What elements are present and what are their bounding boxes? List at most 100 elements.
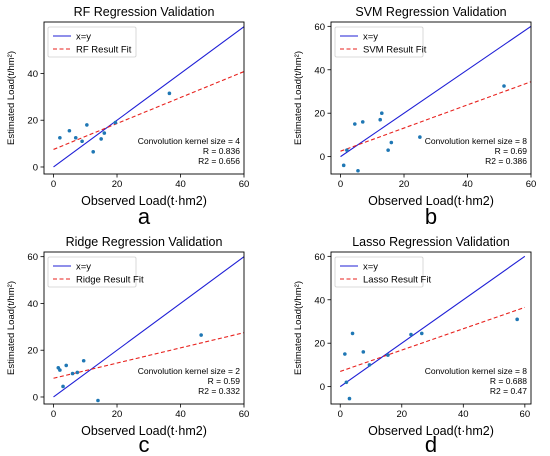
data-point-3: [347, 396, 352, 401]
data-point-1: [58, 135, 62, 140]
x-tick-label: 0: [338, 409, 343, 420]
y-tick-label: 0: [320, 152, 325, 163]
y-tick-label: 0: [33, 162, 38, 173]
data-point-7: [386, 353, 390, 357]
chart-title: Ridge Regression Validation: [66, 235, 223, 249]
y-tick-label: 40: [314, 65, 325, 76]
x-axis-label: Observed Load(t·hm2): [81, 194, 207, 208]
x-axis-label: Observed Load(t·hm2): [368, 424, 494, 438]
y-tick-label: 40: [27, 69, 38, 80]
data-point-10: [167, 91, 172, 96]
y-tick-label: 0: [33, 392, 38, 403]
panel-letter: c: [139, 432, 150, 456]
data-point-4: [64, 363, 69, 368]
x-axis-label: Observed Load(t·hm2): [81, 424, 207, 438]
annotation-line-1: Convolution kernel size = 8: [425, 136, 528, 146]
axes-frame: [43, 251, 245, 405]
y-tick-label: 20: [27, 116, 38, 127]
data-point-9: [113, 120, 118, 125]
chart-panel-b: SVM Regression Validation 0 20 40 60 0 20 40 60 O…: [293, 5, 536, 229]
x-tick-label: 20: [396, 409, 407, 420]
data-point-4: [80, 139, 84, 144]
y-axis-label: Estimated Load(t/hm²): [293, 281, 304, 375]
annotation-line-3: R2 = 0.332: [198, 386, 240, 396]
y-tick-label: 60: [314, 252, 325, 263]
annotation-line-2: R = 0.59: [208, 376, 241, 386]
data-point-9: [419, 331, 424, 336]
x-tick-label: 20: [112, 179, 123, 190]
data-point-3: [73, 135, 78, 140]
y-axis-label: Estimated Load(t/hm²): [6, 281, 17, 375]
panel-letter: b: [425, 204, 437, 229]
y-tick-label: 40: [27, 299, 38, 310]
annotation-line-1: Convolution kernel size = 4: [138, 136, 241, 146]
data-point-11: [502, 84, 506, 88]
data-point-5: [85, 123, 89, 127]
legend-identity-label: x=y: [76, 32, 91, 43]
y-tick-label: 20: [314, 339, 325, 350]
x-tick-label: 60: [520, 409, 531, 420]
data-point-9: [389, 140, 394, 145]
x-tick-label: 0: [51, 409, 56, 420]
annotation-line-3: R2 = 0.386: [485, 156, 527, 166]
annotation-line-2: R = 0.836: [203, 146, 240, 156]
data-point-2: [345, 148, 349, 152]
data-point-9: [199, 333, 203, 337]
x-tick-label: 40: [458, 409, 469, 420]
data-point-3: [353, 122, 357, 126]
y-tick-label: 0: [320, 382, 325, 393]
x-tick-label: 20: [112, 409, 123, 420]
chart-title: SVM Regression Validation: [355, 5, 506, 19]
x-tick-label: 40: [175, 409, 186, 420]
legend-fit-label: SVM Result Fit: [363, 45, 427, 56]
data-point-10: [515, 317, 519, 322]
data-point-5: [360, 120, 365, 124]
data-point-4: [350, 331, 355, 336]
data-point-8: [386, 148, 390, 152]
annotation-line-3: R2 = 0.47: [490, 386, 527, 396]
legend-identity-label: x=y: [363, 262, 378, 273]
panel-letter: d: [425, 432, 437, 456]
annotation-line-1: Convolution kernel size = 2: [138, 366, 241, 376]
fit-line: [340, 306, 526, 372]
identity-line: [53, 26, 244, 168]
legend-identity-label: x=y: [76, 262, 91, 273]
annotation-line-2: R = 0.69: [495, 146, 528, 156]
chart-panel-a: RF Regression Validation 0 20 40 60 0 20 40 Obse…: [6, 5, 249, 229]
data-point-6: [75, 370, 80, 375]
chart-panel-c: Ridge Regression Validation 0 20 40 60 0 20 40 6…: [6, 235, 249, 456]
x-tick-label: 60: [239, 179, 250, 190]
x-tick-label: 60: [239, 409, 250, 420]
fit-line: [53, 332, 244, 379]
data-point-8: [96, 398, 100, 403]
data-point-2: [58, 368, 62, 372]
data-point-5: [70, 371, 75, 376]
data-point-2: [67, 128, 72, 133]
fit-line: [53, 71, 244, 150]
data-point-1: [343, 352, 347, 356]
data-point-7: [99, 137, 103, 141]
y-tick-label: 60: [314, 22, 325, 33]
annotation-line-2: R = 0.688: [490, 376, 527, 386]
y-tick-label: 40: [314, 295, 325, 306]
data-point-1: [341, 163, 346, 168]
annotation-line-1: Convolution kernel size = 8: [425, 366, 528, 376]
chart-title: Lasso Regression Validation: [352, 235, 510, 249]
panel-letter: a: [138, 204, 151, 229]
data-point-6: [91, 149, 96, 154]
axes-frame: [43, 21, 245, 175]
data-point-6: [378, 117, 383, 122]
data-point-4: [356, 168, 360, 173]
y-tick-label: 20: [27, 346, 38, 357]
x-tick-label: 60: [526, 179, 537, 190]
data-point-3: [61, 384, 65, 389]
y-tick-label: 60: [27, 252, 38, 263]
data-point-6: [367, 363, 372, 367]
x-tick-label: 40: [462, 179, 473, 190]
x-tick-label: 40: [175, 179, 186, 190]
axes-frame: [330, 21, 532, 175]
data-point-5: [361, 350, 366, 354]
data-point-2: [344, 380, 349, 385]
data-point-8: [409, 332, 413, 337]
